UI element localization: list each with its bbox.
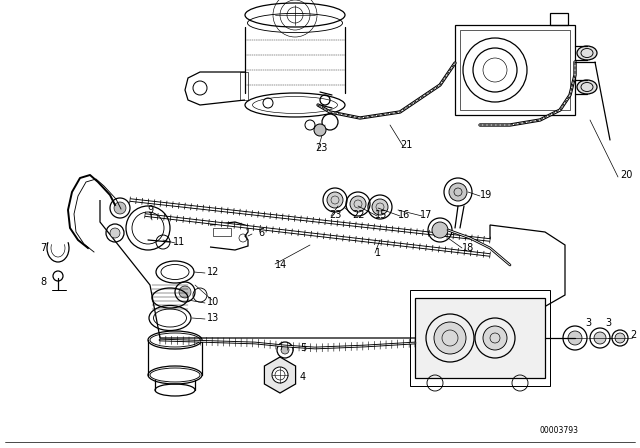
Text: 21: 21 [400,140,412,150]
Text: 14: 14 [275,260,287,270]
Text: 23: 23 [329,210,341,220]
Text: 5: 5 [300,343,307,353]
Text: 00003793: 00003793 [540,426,579,435]
Text: 19: 19 [480,190,492,200]
Text: 6: 6 [258,228,264,238]
Circle shape [434,322,466,354]
Circle shape [281,346,289,354]
Polygon shape [264,357,296,393]
Circle shape [449,183,467,201]
Text: 1: 1 [375,248,381,258]
Text: 8: 8 [40,277,46,287]
Circle shape [179,286,191,298]
Text: 2: 2 [630,330,636,340]
Ellipse shape [577,80,597,94]
Text: 20: 20 [620,170,632,180]
Text: 18: 18 [462,243,474,253]
Circle shape [615,333,625,343]
Circle shape [110,228,120,238]
Circle shape [483,326,507,350]
Text: 3: 3 [605,318,611,328]
Circle shape [594,332,606,344]
Bar [455,25,575,115]
Circle shape [314,124,326,136]
Circle shape [272,367,288,383]
Bar [415,298,545,378]
Text: 16: 16 [398,210,410,220]
Text: 13: 13 [207,313,220,323]
Bar [550,13,568,25]
Bar [410,290,550,386]
Circle shape [350,196,366,212]
Text: 23: 23 [315,143,328,153]
Text: 3: 3 [585,318,591,328]
Bar [460,30,570,110]
Circle shape [114,202,126,214]
Text: 4: 4 [300,372,306,382]
Text: 7: 7 [40,243,46,253]
Bar [213,228,231,236]
Text: 10: 10 [207,297,220,307]
Text: 17: 17 [420,210,433,220]
Circle shape [432,222,448,238]
Text: 15: 15 [375,210,387,220]
Ellipse shape [577,46,597,60]
Text: 12: 12 [207,267,220,277]
Circle shape [327,192,343,208]
Text: 11: 11 [173,237,185,247]
Bar [240,72,248,100]
Text: 22: 22 [352,210,365,220]
Circle shape [568,331,582,345]
Circle shape [372,199,388,215]
Text: 9: 9 [147,205,153,215]
